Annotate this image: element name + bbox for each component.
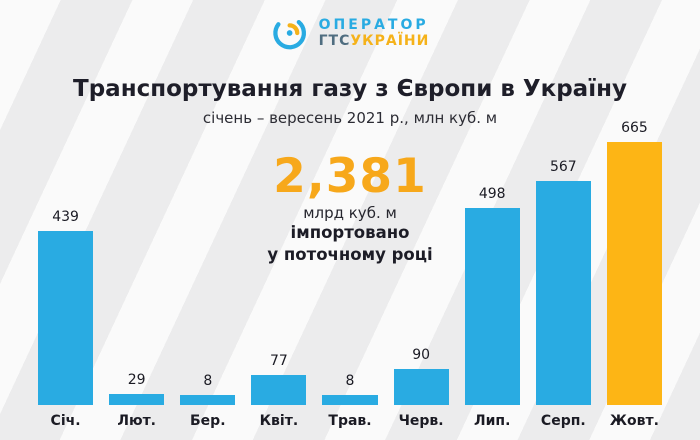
bar-column: 665 Жовт. xyxy=(606,120,662,430)
logo-line2: ГТСУКРАЇНИ xyxy=(319,33,430,49)
bar-chart: 439 Січ. 29 Лют. 8 Бер. 77 Квіт. 8 Трав. 90 Черв. 49… xyxy=(0,120,700,440)
bar-value-label: 8 xyxy=(203,373,213,389)
bar-column: 498 Лип. xyxy=(464,186,520,430)
stat-line-2: у поточному році xyxy=(267,244,433,264)
bar xyxy=(109,394,165,405)
bar-column: 29 Лют. xyxy=(109,372,165,430)
bar-column: 439 Січ. xyxy=(38,209,94,430)
bar-column: 567 Серп. xyxy=(535,159,591,430)
bar-month-label: Серп. xyxy=(540,413,586,429)
bar-value-label: 439 xyxy=(52,209,79,225)
bar-month-label: Трав. xyxy=(328,413,372,429)
logo-ukraine: УКРАЇНИ xyxy=(350,33,430,49)
bar-month-label: Бер. xyxy=(190,413,226,429)
bar-value-label: 90 xyxy=(412,347,431,363)
page-subtitle: січень – вересень 2021 р., млн куб. м xyxy=(202,109,498,127)
bar-value-label: 29 xyxy=(127,372,146,388)
bar xyxy=(606,142,662,405)
bar xyxy=(535,181,591,405)
bar-month-label: Жовт. xyxy=(609,413,659,429)
bar-column: 77 Квіт. xyxy=(251,353,307,430)
stat-value: 2,381 xyxy=(273,149,427,204)
bar-value-label: 498 xyxy=(478,186,506,202)
bar-value-label: 8 xyxy=(345,373,355,389)
logo-swirl-icon xyxy=(271,14,309,52)
bar-month-label: Квіт. xyxy=(259,413,299,429)
logo-line1: ОПЕРАТОР xyxy=(318,16,429,33)
bar xyxy=(38,231,94,405)
logo: ОПЕРАТОР ГТСУКРАЇНИ xyxy=(271,14,430,52)
bar-value-label: 77 xyxy=(269,353,288,369)
bar-column: 8 Бер. xyxy=(180,373,236,430)
logo-text: ОПЕРАТОР ГТСУКРАЇНИ xyxy=(319,17,430,49)
bar-month-label: Січ. xyxy=(50,413,81,429)
bar-value-label: 665 xyxy=(621,120,648,136)
stat-unit: млрд куб. м xyxy=(303,204,397,223)
bar xyxy=(393,369,449,405)
total-import-stat: 2,381 млрд куб. м імпортовано у поточном… xyxy=(267,152,432,265)
bar-month-label: Черв. xyxy=(398,413,444,429)
bar xyxy=(464,208,520,405)
bar-month-label: Лют. xyxy=(117,413,156,429)
page-title: Транспортування газу з Європи в Україну xyxy=(73,76,627,102)
bar-column: 8 Трав. xyxy=(322,373,378,430)
bar-month-label: Лип. xyxy=(473,413,511,429)
bar xyxy=(180,395,236,405)
logo-gts: ГТС xyxy=(318,33,351,49)
stat-line-1: імпортовано xyxy=(290,223,410,243)
bar-column: 90 Черв. xyxy=(393,347,449,430)
bar xyxy=(322,395,378,405)
bar xyxy=(251,375,307,405)
bar-value-label: 567 xyxy=(549,159,577,175)
